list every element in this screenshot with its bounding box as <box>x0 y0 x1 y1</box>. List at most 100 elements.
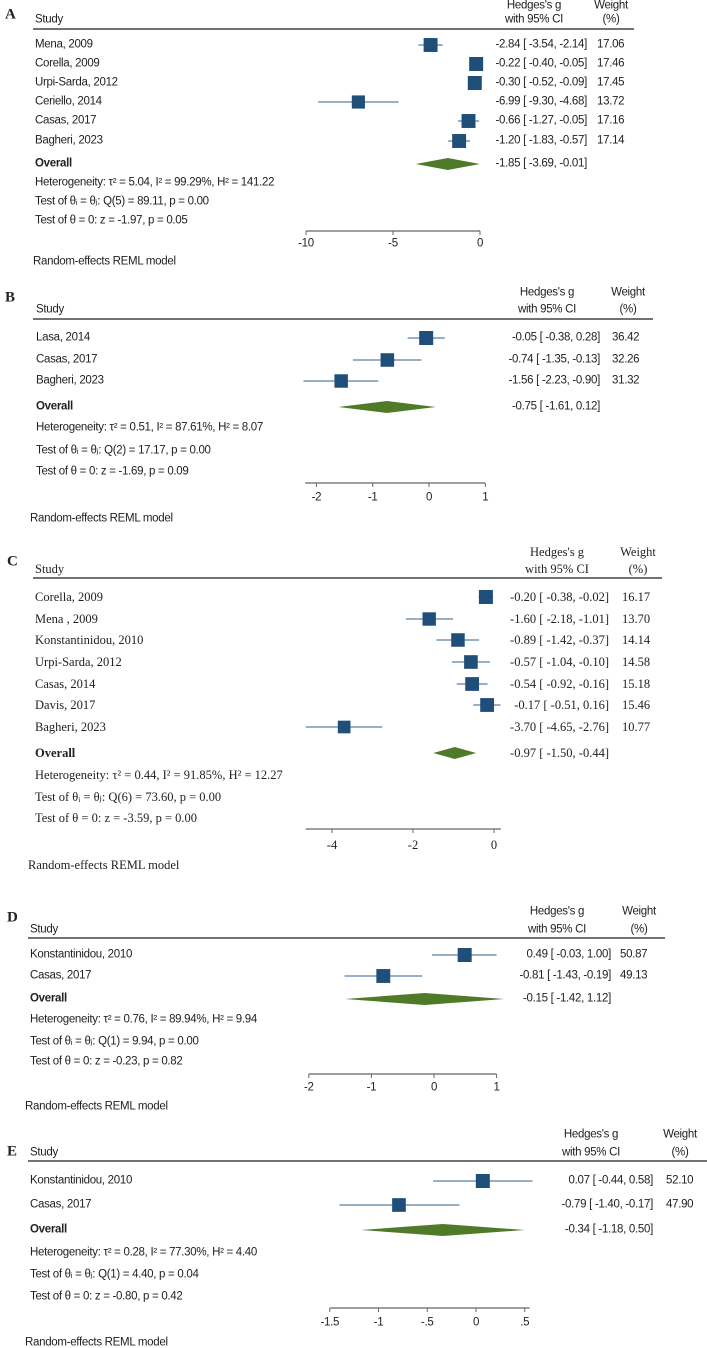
study-effect-ci: -0.20 [ -0.38, -0.02] <box>510 589 609 604</box>
column-header-study: Study <box>30 1146 58 1159</box>
study-name: Konstantinidou, 2010 <box>35 632 144 647</box>
statistics-line: Test of θᵢ = θⱼ: Q(1) = 9.94, p = 0.00 <box>30 1035 199 1048</box>
study-weight: 13.70 <box>622 611 651 626</box>
study-effect-ci: -0.17 [ -0.51, 0.16] <box>514 697 609 712</box>
study-weight: 50.87 <box>620 948 648 961</box>
x-tick-label: -5 <box>388 237 398 250</box>
column-header-effect-ci: with 95% CI <box>504 13 564 26</box>
study-weight: 17.16 <box>597 114 625 127</box>
effect-marker <box>467 76 482 90</box>
column-header-effect: Hedges's g <box>529 905 585 918</box>
effect-marker <box>334 374 348 388</box>
statistics-line: Heterogeneity: τ² = 0.51, I² = 87.61%, H… <box>36 421 263 434</box>
statistics-line: Test of θ = 0: z = -1.97, p = 0.05 <box>35 214 188 227</box>
effect-marker <box>461 114 476 128</box>
study-effect-ci: -0.54 [ -0.92, -0.16] <box>510 676 609 691</box>
x-tick-label: -10 <box>298 237 314 250</box>
study-weight: 17.45 <box>597 76 625 89</box>
study-effect-ci: -1.56 [ -2.23, -0.90] <box>508 374 600 387</box>
overall-effect-ci: -0.97 [ -1.50, -0.44] <box>510 745 609 760</box>
column-header-study: Study <box>30 923 58 936</box>
study-effect-ci: 0.07 [ -0.44, 0.58] <box>568 1174 654 1187</box>
study-weight: 47.90 <box>666 1198 694 1211</box>
study-weight: 17.06 <box>597 38 625 51</box>
model-note: Random-effects REML model <box>33 255 176 268</box>
overall-label: Overall <box>36 400 73 413</box>
study-effect-ci: -0.05 [ -0.38, 0.28] <box>512 331 600 344</box>
column-header-weight-unit: (%) <box>628 561 648 576</box>
study-name: Casas, 2014 <box>35 676 96 691</box>
effect-marker <box>475 1174 490 1188</box>
study-name: Konstantinidou, 2010 <box>30 948 133 961</box>
study-name: Mena, 2009 <box>35 38 93 51</box>
panel-label: E <box>7 1143 18 1160</box>
study-effect-ci: -1.20 [ -1.83, -0.57] <box>495 134 587 147</box>
study-weight: 15.18 <box>622 676 651 691</box>
effect-marker <box>351 95 365 109</box>
x-tick-label: 0 <box>476 237 484 250</box>
overall-effect-ci: -1.85 [ -3.69, -0.01] <box>495 157 587 170</box>
study-weight: 14.14 <box>622 632 651 647</box>
x-tick-label: 0 <box>472 1316 480 1329</box>
study-weight: 36.42 <box>612 331 640 344</box>
overall-label: Overall <box>30 992 67 1005</box>
panel-label: B <box>5 289 16 306</box>
x-tick-label: -2 <box>311 491 322 504</box>
study-name: Corella, 2009 <box>35 57 100 70</box>
statistics-line: Test of θ = 0: z = -0.80, p = 0.42 <box>30 1290 183 1303</box>
study-effect-ci: -0.89 [ -1.42, -0.37] <box>510 632 609 647</box>
study-effect-ci: -0.79 [ -1.40, -0.17] <box>561 1198 653 1211</box>
study-weight: 32.26 <box>612 353 640 366</box>
study-name: Davis, 2017 <box>35 697 96 712</box>
x-tick-label: 1 <box>493 1081 500 1094</box>
overall-effect-ci: -0.34 [ -1.18, 0.50] <box>565 1223 653 1236</box>
model-note: Random-effects REML model <box>30 512 173 525</box>
effect-marker <box>376 969 391 983</box>
column-header-weight-unit: (%) <box>602 13 620 26</box>
column-header-weight-unit: (%) <box>619 303 637 316</box>
column-header-weight: Weight <box>620 544 656 559</box>
effect-marker <box>392 1198 406 1212</box>
column-header-weight: Weight <box>594 0 628 12</box>
overall-diamond <box>345 993 505 1005</box>
column-header-weight-unit: (%) <box>630 923 648 936</box>
study-name: Casas, 2017 <box>36 353 98 366</box>
x-tick-label: 0 <box>490 837 498 852</box>
x-tick-label: -.5 <box>420 1316 434 1329</box>
study-weight: 31.32 <box>612 374 640 387</box>
study-weight: 16.17 <box>622 589 651 604</box>
effect-marker <box>464 655 478 669</box>
overall-diamond <box>433 747 477 759</box>
effect-marker <box>465 677 480 691</box>
x-tick-label: -1.5 <box>320 1316 340 1329</box>
effect-marker <box>451 633 465 647</box>
overall-diamond <box>338 401 436 413</box>
study-name: Urpi-Sarda, 2012 <box>35 654 122 669</box>
statistics-line: Test of θᵢ = θⱼ: Q(2) = 17.17, p = 0.00 <box>36 444 211 457</box>
effect-marker <box>469 57 484 71</box>
statistics-line: Heterogeneity: τ² = 0.76, I² = 89.94%, H… <box>30 1013 257 1026</box>
column-header-effect-ci: with 95% CI <box>527 923 587 936</box>
column-header-study: Study <box>35 561 65 576</box>
statistics-line: Heterogeneity: τ² = 0.28, I² = 77.30%, H… <box>30 1246 257 1259</box>
study-effect-ci: -1.60 [ -2.18, -1.01] <box>510 611 609 626</box>
x-tick-label: 0 <box>430 1081 438 1094</box>
study-name: Casas, 2017 <box>30 969 92 982</box>
statistics-line: Heterogeneity: τ² = 5.04, I² = 99.29%, H… <box>35 176 275 189</box>
overall-effect-ci: -0.75 [ -1.61, 0.12] <box>512 400 600 413</box>
study-effect-ci: 0.49 [ -0.03, 1.00] <box>526 948 612 961</box>
statistics-line: Test of θ = 0: z = -1.69, p = 0.09 <box>36 465 189 478</box>
x-tick-label: .5 <box>520 1316 530 1329</box>
study-effect-ci: -2.84 [ -3.54, -2.14] <box>495 38 587 51</box>
effect-marker <box>337 720 351 734</box>
overall-diamond <box>415 158 480 170</box>
effect-marker <box>452 134 467 148</box>
model-note: Random-effects REML model <box>28 857 180 872</box>
x-tick-label: -1 <box>373 1316 384 1329</box>
study-name: Urpi-Sarda, 2012 <box>35 76 118 89</box>
column-header-study: Study <box>35 13 63 26</box>
study-weight: 52.10 <box>666 1174 694 1187</box>
x-tick-label: -1 <box>366 1081 377 1094</box>
model-note: Random-effects REML model <box>25 1336 168 1348</box>
